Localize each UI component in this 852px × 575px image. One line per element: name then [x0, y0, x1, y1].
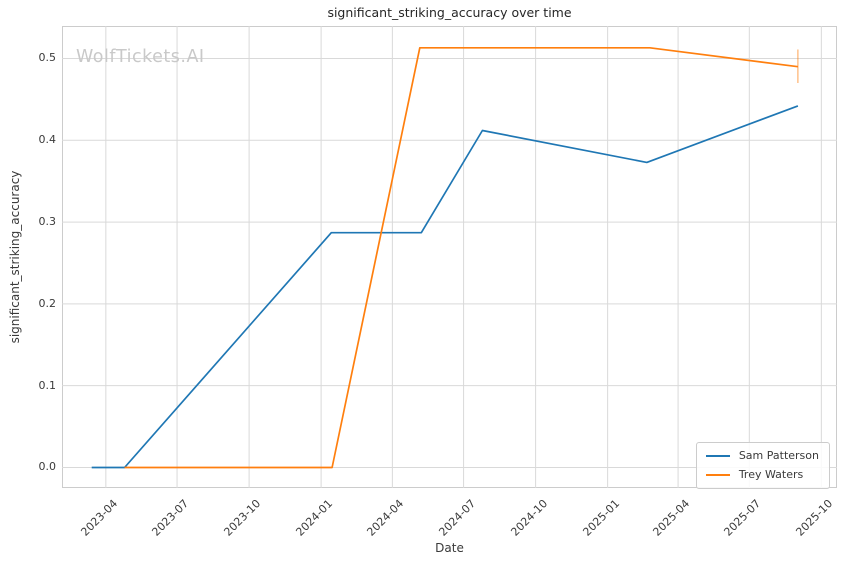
- y-tick-label: 0.0: [38, 460, 57, 474]
- y-tick-label: 0.4: [38, 133, 57, 147]
- watermark: WolfTickets.AI: [76, 47, 205, 67]
- y-tick-label: 0.5: [38, 51, 57, 65]
- legend-line-sample: [705, 474, 730, 476]
- y-axis-label: significant_striking_accuracy: [8, 170, 22, 344]
- x-axis-label: Date: [435, 541, 464, 555]
- y-tick-label: 0.3: [38, 215, 57, 229]
- y-tick-label: 0.1: [38, 378, 57, 392]
- legend-line-sample: [705, 455, 730, 457]
- plot-area: [62, 26, 837, 488]
- chart-title: significant_striking_accuracy over time: [327, 5, 572, 20]
- legend: Sam Patterson Trey Waters: [695, 442, 830, 489]
- series-line-sam-patterson: [91, 105, 799, 469]
- legend-label: Trey Waters: [738, 468, 804, 481]
- legend-label: Sam Patterson: [738, 449, 819, 462]
- legend-item-sam-patterson: Sam Patterson: [705, 449, 819, 462]
- y-tick-label: 0.2: [38, 296, 57, 310]
- series-line-trey-waters: [124, 46, 799, 469]
- legend-item-trey-waters: Trey Waters: [705, 468, 819, 481]
